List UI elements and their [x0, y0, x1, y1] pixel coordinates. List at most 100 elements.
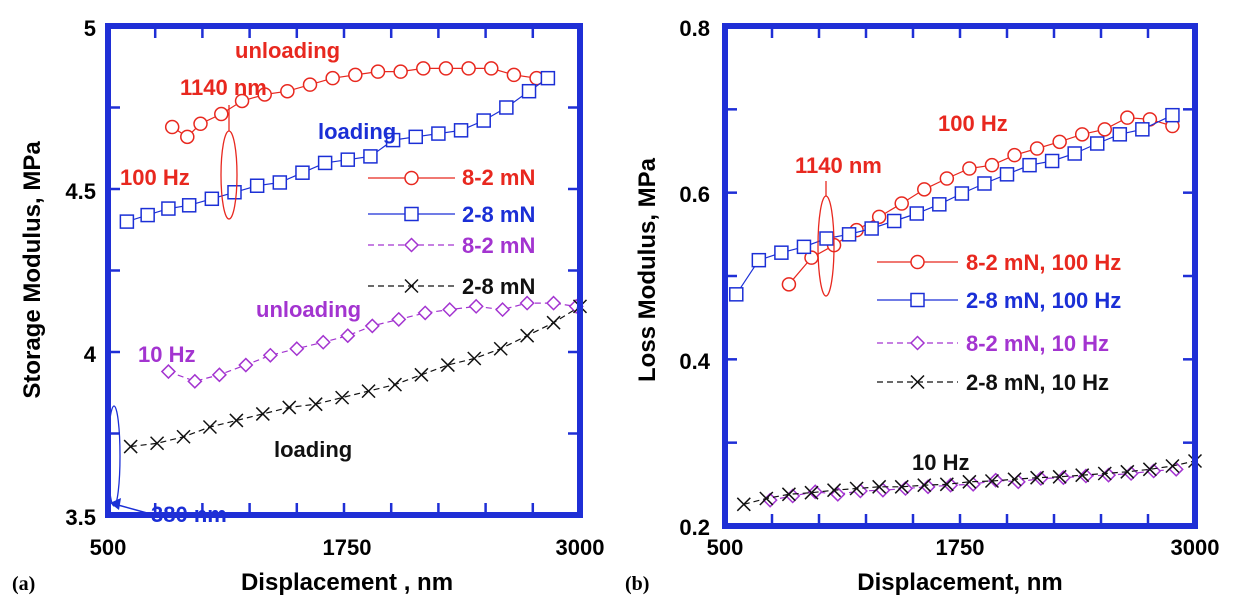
panel-b-series-1-point — [1089, 136, 1105, 151]
panel-a-series-1-point — [140, 207, 155, 223]
panel-a-series-2-point — [160, 363, 176, 380]
panel-a-legend-keys — [368, 170, 455, 294]
panel-b-series-0-point — [1029, 141, 1045, 156]
panel-a-annotation-unloading-10hz: unloading — [256, 297, 361, 322]
panel-b-series-0-point — [781, 277, 797, 292]
panel-a-xtick-3000: 3000 — [556, 535, 605, 560]
panel-a-series-1-point — [385, 132, 401, 148]
panel-b-legend-key-marker-0 — [910, 254, 925, 270]
panel-a-series-2-point — [468, 298, 484, 314]
panel-a-series-1-point — [521, 83, 537, 99]
panel-a-series-2-point — [417, 305, 433, 321]
panel-a-legend-key-marker-3 — [404, 278, 419, 294]
panel-a-series-2-point — [391, 311, 407, 327]
panel-b-series-3-point — [759, 491, 774, 506]
panel-b-series-1-point — [729, 287, 744, 302]
panel-a-380nm-arrowhead — [110, 498, 121, 510]
panel-a-series-1-point — [227, 185, 242, 200]
panel-b-series-3-point — [804, 485, 819, 500]
panel-a-1140nm-ellipse — [220, 130, 238, 220]
panel-b-series-0-point — [1120, 110, 1135, 125]
panel-a-series-0-point — [484, 61, 499, 76]
panel-b-series-3-point — [872, 479, 887, 494]
panel-a-series-3-point — [546, 315, 561, 330]
panel-a-plot-frame — [105, 23, 583, 518]
panel-a-legend-key-marker-1 — [404, 206, 419, 222]
panel-a-series-0-point — [257, 87, 272, 102]
panel-a-annotation-10hz: 10 Hz — [138, 342, 195, 367]
panel-a-series-0-point — [325, 70, 340, 86]
panel-a-series-2-point — [289, 341, 305, 357]
panel-b-series-1-point — [1044, 153, 1060, 169]
panel-b-series-3-point — [917, 478, 932, 493]
panel-b-series-1-point — [1135, 122, 1150, 137]
panel-a-series-2-point — [211, 367, 227, 383]
panel-a-series-3-point — [467, 351, 482, 366]
panel-b-series-3-point — [736, 497, 751, 512]
panel-b-series-1-point — [819, 231, 834, 246]
panel-a-series — [119, 61, 588, 454]
panel-a-series-0-point — [393, 64, 408, 79]
panel-a-series-3-point — [202, 419, 217, 435]
panel-a-series-1-point — [295, 165, 310, 180]
panel-a-series-1-point — [476, 113, 491, 128]
panel-b-legend-key-marker-2 — [909, 335, 926, 351]
panel-b-series-0-point — [1097, 122, 1113, 137]
panel-b-series-1-point — [864, 221, 879, 236]
panel-a-series-1-point — [204, 191, 220, 207]
panel-a-label: (a) — [12, 573, 35, 595]
panel-b-series-3-point — [1142, 462, 1157, 477]
panel-b-series — [729, 107, 1203, 512]
panel-a-series-2-point — [262, 347, 278, 363]
panel-b-series-1-point — [1067, 146, 1082, 161]
panel-a-series-1-point — [340, 152, 356, 167]
panel-a-legend-key-marker-2 — [403, 237, 420, 253]
panel-a-series-3-point — [493, 341, 508, 356]
panel-b-series-3-point — [1052, 469, 1067, 484]
panel-b-series-3-point — [849, 481, 864, 496]
panel-a-series-1-point — [408, 129, 423, 145]
panel-a-series-2-point — [364, 318, 380, 334]
panel-b-series-1-point — [841, 227, 857, 242]
panel-a-legend-key-marker-0 — [404, 170, 419, 186]
panel-b-series-1-point — [1165, 107, 1180, 123]
panel-b-series-0-point — [939, 171, 955, 186]
panel-a-ytick-4.5: 4.5 — [65, 179, 96, 204]
panel-a-legend-label-1: 2-8 mN — [462, 202, 535, 227]
panel-b-legend-key-marker-3 — [910, 374, 925, 390]
panel-b-loss-modulus: 0.8 0.6 0.4 0.2 500 1750 3000 Displaceme… — [625, 16, 1219, 596]
panel-b-series-3-point — [894, 479, 909, 494]
panel-a-series-3-point — [387, 377, 403, 392]
panel-b-series-3-point — [939, 477, 954, 492]
panel-a-ytick-4: 4 — [84, 342, 97, 367]
panel-b-series-3-point — [984, 473, 999, 489]
panel-b-annotation-1140nm: 1140 nm — [795, 153, 882, 178]
panel-a-series-0-point — [348, 67, 363, 83]
panel-b-series-0-point — [1007, 147, 1022, 163]
panel-a-series-0-point — [280, 83, 295, 99]
panel-a-series-3-point — [361, 384, 376, 399]
panel-b-plot-frame — [722, 23, 1198, 529]
panel-b-series-0-point — [962, 161, 977, 176]
panel-a-storage-modulus: 5 4.5 4 3.5 500 1750 3000 Displacement ,… — [12, 16, 604, 596]
panel-a-ytick-5: 5 — [84, 16, 96, 41]
panel-a-series-2-line — [168, 302, 577, 382]
panel-a-380nm-arrow-line — [117, 504, 148, 514]
panel-a-series-0-point — [234, 93, 250, 109]
panel-b-legend: 8-2 mN, 100 Hz 2-8 mN, 100 Hz 8-2 mN, 10… — [877, 250, 1121, 395]
panel-b-series-0-point — [984, 157, 1000, 173]
panel-b-series-2-point — [1010, 474, 1026, 490]
panel-b-series-1-point — [1112, 127, 1128, 142]
panel-a-y-axis-title: Storage Modulus, MPa — [19, 141, 46, 399]
panel-a-ytick-3.5: 3.5 — [65, 505, 96, 530]
panel-a-series-0-point — [164, 119, 180, 135]
panel-a-xtick-1750: 1750 — [323, 535, 372, 560]
panel-b-series-1-point — [932, 197, 947, 212]
panel-b-series-0-point — [1052, 134, 1067, 150]
panel-b-series-3-point — [962, 474, 977, 489]
panel-a-series-1-point — [119, 214, 135, 229]
panel-b-y-axis-title: Loss Modulus, MPa — [634, 157, 661, 382]
panel-a-annotation-100hz: 100 Hz — [120, 165, 190, 190]
panel-b-series-3-point — [1165, 458, 1180, 474]
panel-a-legend-label-0: 8-2 mN — [462, 165, 535, 190]
